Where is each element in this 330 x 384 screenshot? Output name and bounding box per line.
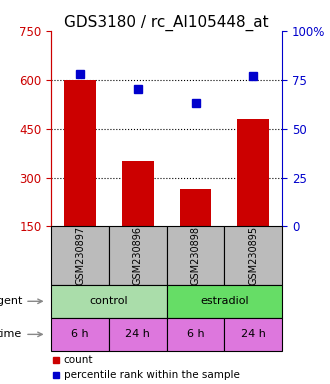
Text: 24 h: 24 h xyxy=(125,329,150,339)
Text: percentile rank within the sample: percentile rank within the sample xyxy=(64,370,240,380)
Text: GSM230896: GSM230896 xyxy=(133,226,143,285)
Bar xyxy=(180,189,212,227)
Bar xyxy=(224,227,282,285)
Bar xyxy=(51,285,167,318)
Bar xyxy=(109,227,167,285)
Bar xyxy=(167,318,224,351)
Bar xyxy=(167,285,282,318)
Text: 24 h: 24 h xyxy=(241,329,266,339)
Text: GSM230898: GSM230898 xyxy=(190,226,201,285)
Bar xyxy=(122,161,154,227)
Text: GSM230897: GSM230897 xyxy=(75,226,85,285)
Bar xyxy=(167,227,224,285)
Bar xyxy=(224,318,282,351)
Title: GDS3180 / rc_AI105448_at: GDS3180 / rc_AI105448_at xyxy=(64,15,269,31)
Text: estradiol: estradiol xyxy=(200,296,249,306)
Text: agent: agent xyxy=(0,296,42,306)
Bar xyxy=(51,227,109,285)
Text: control: control xyxy=(89,296,128,306)
Bar xyxy=(51,318,109,351)
Text: count: count xyxy=(64,355,93,365)
Text: 6 h: 6 h xyxy=(187,329,204,339)
Bar xyxy=(109,318,167,351)
Bar xyxy=(237,119,269,227)
Text: time: time xyxy=(0,329,42,339)
Bar xyxy=(64,79,96,227)
Text: 6 h: 6 h xyxy=(71,329,89,339)
Text: GSM230895: GSM230895 xyxy=(248,226,258,285)
